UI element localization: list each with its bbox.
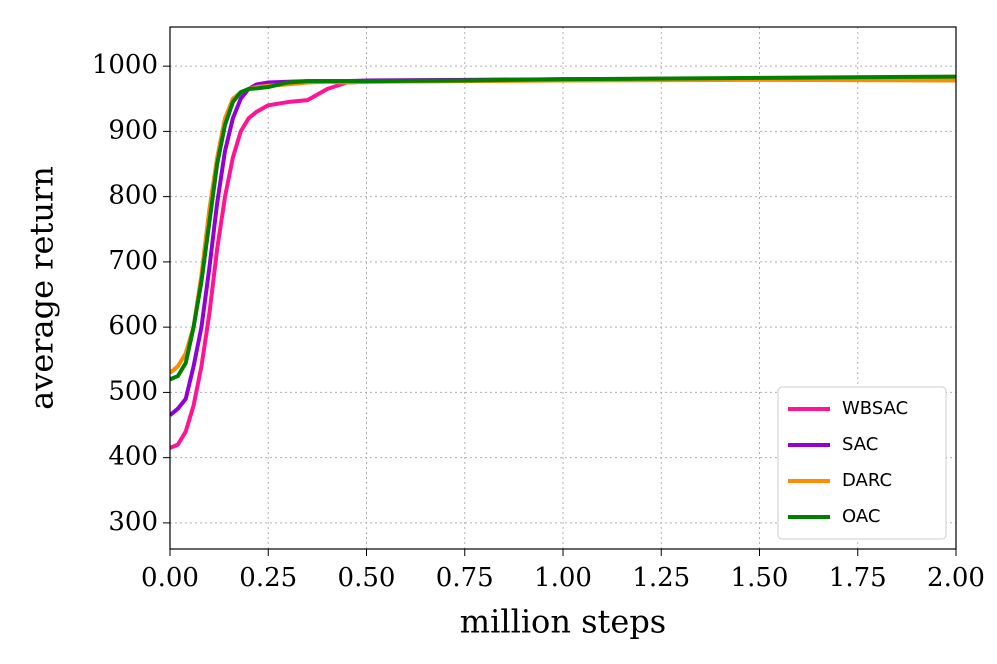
x-tick-label: 0.00 bbox=[141, 563, 199, 593]
legend-label: SAC bbox=[842, 434, 878, 455]
y-tick-label: 600 bbox=[108, 311, 158, 341]
x-tick-label: 0.25 bbox=[239, 563, 297, 593]
legend-label: OAC bbox=[842, 506, 880, 527]
x-tick-label: 0.50 bbox=[338, 563, 396, 593]
y-tick-label: 300 bbox=[108, 507, 158, 537]
y-tick-label: 900 bbox=[108, 115, 158, 145]
x-tick-label: 0.75 bbox=[436, 563, 494, 593]
y-tick-label: 400 bbox=[108, 442, 158, 472]
legend: WBSAC SAC DARC OAC bbox=[777, 386, 947, 540]
plot-frame bbox=[169, 26, 957, 550]
x-tick-label: 1.25 bbox=[632, 563, 690, 593]
y-tick-label: 1000 bbox=[92, 50, 158, 80]
x-tick-label: 1.00 bbox=[534, 563, 592, 593]
legend-label: WBSAC bbox=[842, 398, 908, 419]
legend-label: DARC bbox=[842, 470, 892, 491]
y-tick-label: 700 bbox=[108, 246, 158, 276]
y-tick-label: 500 bbox=[108, 376, 158, 406]
x-tick-label: 1.75 bbox=[829, 563, 887, 593]
legend-box bbox=[777, 386, 947, 540]
x-axis-label: million steps bbox=[460, 603, 666, 641]
y-tick-label: 800 bbox=[108, 181, 158, 211]
series-line bbox=[170, 74, 956, 382]
y-axis-label: average return bbox=[23, 166, 61, 410]
x-tick-label: 1.50 bbox=[731, 563, 789, 593]
x-tick-label: 2.00 bbox=[927, 563, 985, 593]
